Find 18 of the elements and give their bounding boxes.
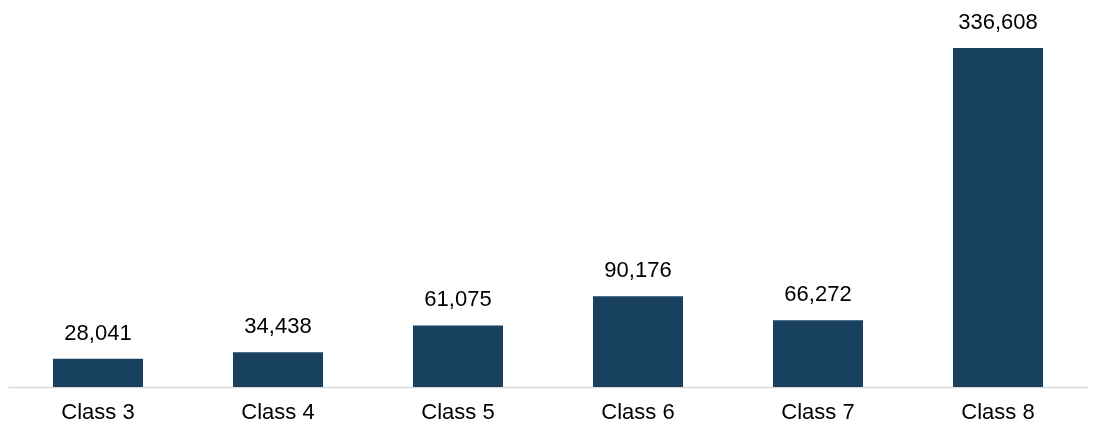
bar <box>593 296 683 387</box>
data-label: 61,075 <box>424 286 492 312</box>
data-label: 90,176 <box>604 257 672 283</box>
x-tick-label: Class 7 <box>781 398 855 424</box>
data-label: 34,438 <box>244 313 312 339</box>
bar <box>413 325 503 387</box>
bar <box>953 48 1043 387</box>
x-tick-label: Class 3 <box>61 398 135 424</box>
x-tick-label: Class 8 <box>961 398 1035 424</box>
x-tick-label: Class 6 <box>601 398 675 424</box>
bar <box>773 320 863 387</box>
data-label: 28,041 <box>64 319 132 345</box>
bar <box>53 358 143 387</box>
data-label: 336,608 <box>958 9 1038 34</box>
bar <box>233 352 323 387</box>
x-tick-label: Class 4 <box>241 398 315 424</box>
x-tick-label: Class 5 <box>421 398 495 424</box>
data-label: 66,272 <box>784 281 852 307</box>
